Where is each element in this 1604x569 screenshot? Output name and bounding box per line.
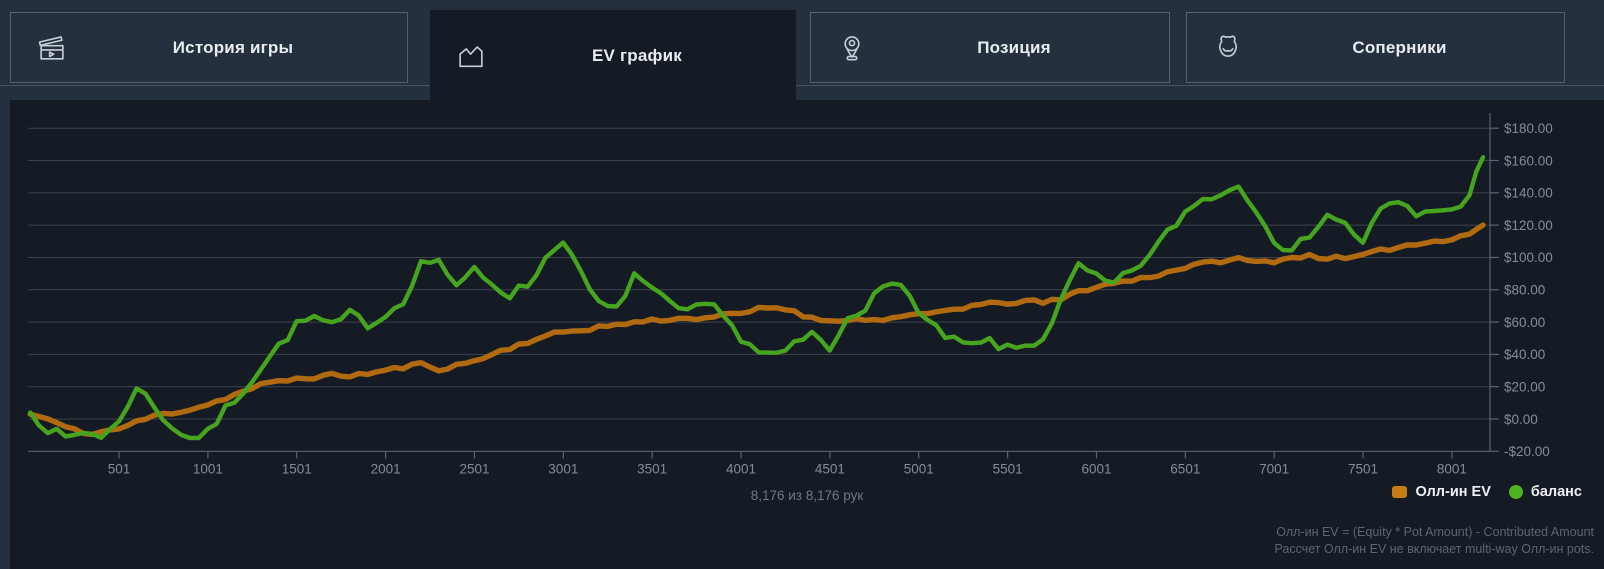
svg-text:$180.00: $180.00 xyxy=(1504,121,1553,136)
svg-text:4501: 4501 xyxy=(815,461,845,476)
svg-text:5001: 5001 xyxy=(904,461,934,476)
clapperboard-icon xyxy=(35,31,69,65)
svg-text:1501: 1501 xyxy=(282,461,312,476)
svg-text:501: 501 xyxy=(108,461,131,476)
svg-text:$80.00: $80.00 xyxy=(1504,283,1545,298)
svg-text:3001: 3001 xyxy=(548,461,578,476)
series-balance xyxy=(28,155,1486,441)
svg-text:2001: 2001 xyxy=(371,461,401,476)
ev-formula-footnote: Олл-ин EV = (Equity * Pot Amount) - Cont… xyxy=(1274,524,1594,558)
tab-position[interactable]: Позиция xyxy=(810,12,1170,83)
legend-item-balance[interactable]: баланс xyxy=(1508,484,1582,500)
chart-legend: Олл-ин EV баланс xyxy=(1392,484,1582,500)
ev-chart-panel: $180.00 $160.00 $140.00 $120.00 $100.00 $80.0… xyxy=(10,100,1604,569)
tabstrip-divider xyxy=(0,85,1604,86)
svg-text:8001: 8001 xyxy=(1437,461,1467,476)
tab-label: EV график xyxy=(592,45,682,65)
balance-legend-marker xyxy=(1508,485,1523,499)
svg-text:$20.00: $20.00 xyxy=(1504,379,1545,394)
svg-text:7001: 7001 xyxy=(1259,461,1289,476)
svg-text:$160.00: $160.00 xyxy=(1504,153,1553,168)
svg-text:$0.00: $0.00 xyxy=(1504,412,1538,427)
legend-item-ev[interactable]: Олл-ин EV xyxy=(1392,484,1491,500)
chart-axes xyxy=(28,113,1491,452)
svg-text:5501: 5501 xyxy=(993,461,1023,476)
legend-label: Олл-ин EV xyxy=(1415,484,1491,500)
opponents-devil-icon xyxy=(1211,31,1245,65)
tab-opponents[interactable]: Соперники xyxy=(1186,12,1565,83)
footnote-line-1: Олл-ин EV = (Equity * Pot Amount) - Cont… xyxy=(1276,525,1594,539)
tab-label: История игры xyxy=(172,37,294,57)
svg-text:3501: 3501 xyxy=(637,461,667,476)
svg-text:1001: 1001 xyxy=(193,461,223,476)
tab-label: Соперники xyxy=(1352,37,1447,57)
legend-label: баланс xyxy=(1530,484,1582,500)
tab-ev-graph[interactable]: EV график xyxy=(430,10,796,101)
svg-text:7501: 7501 xyxy=(1348,461,1378,476)
footnote-line-2: Рассчет Олл-ин EV не включает multi-way … xyxy=(1274,542,1594,556)
svg-text:$100.00: $100.00 xyxy=(1504,250,1553,265)
svg-text:2501: 2501 xyxy=(459,461,489,476)
chart-grid xyxy=(28,127,1490,420)
y-axis-labels: $180.00 $160.00 $140.00 $120.00 $100.00 $80.0… xyxy=(1490,121,1553,459)
svg-text:$60.00: $60.00 xyxy=(1504,315,1545,330)
svg-text:-$20.00: -$20.00 xyxy=(1504,444,1550,459)
svg-text:4001: 4001 xyxy=(726,461,756,476)
ev-chart: $180.00 $160.00 $140.00 $120.00 $100.00 $80.0… xyxy=(27,113,1553,476)
tab-label: Позиция xyxy=(977,37,1051,57)
svg-text:$120.00: $120.00 xyxy=(1504,218,1553,233)
svg-text:$140.00: $140.00 xyxy=(1504,186,1553,201)
series-all-in-ev xyxy=(27,222,1486,438)
svg-text:6501: 6501 xyxy=(1170,461,1200,476)
hands-counter: 8,176 из 8,176 рук xyxy=(750,488,864,503)
area-chart-icon xyxy=(454,39,488,73)
ev-legend-marker xyxy=(1392,486,1408,498)
svg-text:$40.00: $40.00 xyxy=(1504,347,1545,362)
position-pin-icon xyxy=(835,31,869,65)
tab-game-history[interactable]: История игры xyxy=(10,12,408,83)
svg-text:6001: 6001 xyxy=(1081,461,1111,476)
x-axis-labels: 501 1001 1501 2001 2501 3001 3501 4001 4501 5001 5… xyxy=(108,451,1467,476)
